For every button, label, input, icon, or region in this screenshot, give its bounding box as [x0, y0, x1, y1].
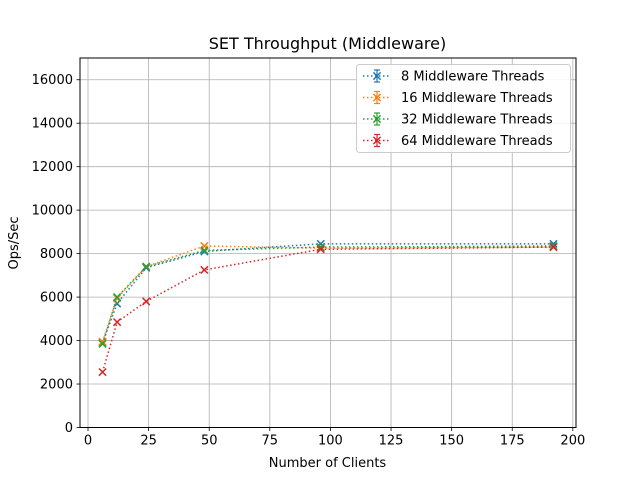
legend-box: [356, 64, 571, 153]
series-line: [101, 246, 554, 373]
y-tick-label: 14000: [32, 117, 73, 132]
series-2: [98, 241, 558, 346]
legend-label: 16 Middleware Threads: [401, 91, 553, 106]
x-tick-label: 200: [560, 434, 585, 449]
series-1: [98, 239, 558, 347]
y-tick-label: 6000: [40, 291, 73, 306]
data-point: [549, 239, 558, 248]
data-point: [98, 367, 107, 377]
legend: 8 Middleware Threads 16 Middleware Thread…: [356, 64, 571, 153]
series-3: [98, 241, 558, 348]
chart-title: SET Throughput (Middleware): [209, 34, 446, 53]
legend-marker: [372, 93, 382, 102]
y-tick-label: 8000: [40, 247, 73, 262]
y-tick-label: 4000: [40, 334, 73, 349]
plot-frame: [79, 57, 577, 428]
data-point: [549, 242, 558, 252]
series-line: [101, 243, 554, 343]
y-tick-label: 0: [65, 421, 73, 436]
x-axis-label: Number of Clients: [269, 456, 387, 471]
data-point: [98, 337, 107, 346]
data-point: [316, 245, 325, 254]
data-point: [200, 265, 209, 275]
data-point: [98, 339, 107, 348]
data-point: [142, 262, 151, 271]
y-tick-label: 16000: [32, 73, 73, 88]
legend-item: 8 Middleware Threads: [363, 69, 545, 85]
x-tick-label: 75: [262, 434, 279, 449]
legend-marker: [372, 136, 382, 145]
x-tick-label: 0: [84, 434, 92, 449]
y-tick-label: 12000: [32, 160, 73, 175]
x-tick-label: 50: [201, 434, 218, 449]
legend-marker: [372, 114, 382, 124]
legend-marker: [372, 71, 382, 81]
x-tick-label: 175: [500, 434, 525, 449]
data-point: [549, 241, 558, 251]
legend-item: 32 Middleware Threads: [363, 112, 553, 128]
legend-label: 8 Middleware Threads: [401, 70, 545, 85]
data-point: [142, 297, 151, 306]
series-4: [98, 242, 558, 377]
x-tick-label: 25: [140, 434, 157, 449]
data-point: [200, 246, 209, 255]
legend-label: 32 Middleware Threads: [401, 113, 553, 128]
data-point: [112, 294, 122, 303]
series-line: [101, 245, 554, 345]
x-tick-label: 100: [318, 434, 343, 449]
data-point: [316, 242, 325, 252]
x-tick-label: 125: [379, 434, 404, 449]
data-point: [112, 292, 122, 302]
series-lines: [98, 239, 558, 377]
y-tick-label: 10000: [32, 204, 73, 219]
axis-ticks: 0 25 50 75 100 125 150 175 200020004000600080001…: [32, 73, 586, 448]
data-point: [316, 244, 325, 253]
y-tick-label: 2000: [40, 378, 73, 393]
legend-item: 16 Middleware Threads: [363, 90, 553, 106]
legend-item: 64 Middleware Threads: [363, 133, 553, 149]
legend-label: 64 Middleware Threads: [401, 134, 553, 149]
y-axis-label: Ops/Sec: [7, 216, 22, 269]
x-tick-label: 150: [439, 434, 464, 449]
data-point: [112, 317, 122, 327]
